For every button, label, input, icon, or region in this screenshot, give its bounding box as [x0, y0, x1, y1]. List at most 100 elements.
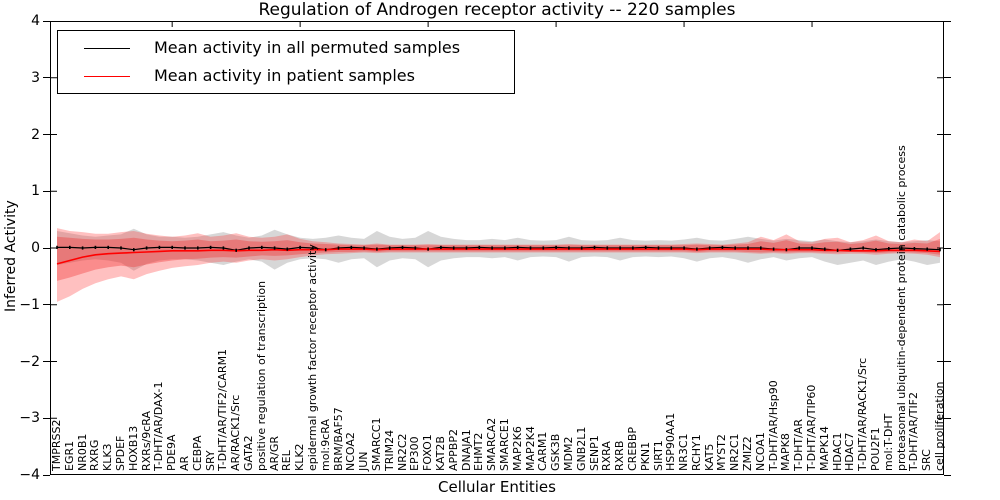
permuted-marker: [56, 245, 58, 249]
x-category-label: CARM1: [536, 431, 550, 471]
permuted-marker: [452, 246, 455, 250]
permuted-marker: [772, 247, 775, 251]
x-category-label: RCHY1: [689, 434, 703, 471]
x-category-label: HSP90AA1: [664, 412, 678, 471]
x-category-label: NCOA1: [753, 432, 767, 471]
permuted-marker: [401, 245, 404, 249]
permuted-marker: [158, 245, 161, 249]
permuted-marker: [222, 246, 225, 250]
permuted-marker: [491, 246, 493, 250]
permuted-marker: [337, 246, 340, 250]
permuted-marker: [516, 245, 519, 249]
permuted-marker: [900, 246, 903, 250]
x-category-label: APPBP2: [446, 429, 460, 471]
x-category-label: SMARCE1: [497, 418, 511, 471]
permuted-marker: [363, 246, 365, 250]
x-category-label: T-DHT/AR/TIP60: [805, 384, 818, 471]
legend-item-label: Mean activity in all permuted samples: [154, 38, 461, 57]
permuted-marker: [913, 247, 916, 251]
permuted-marker: [606, 246, 609, 250]
y-tick-label: 0: [31, 240, 40, 256]
tick-mark: [43, 474, 50, 476]
x-category-label: ZMIZ2: [741, 436, 754, 471]
y-tick-label: −2: [19, 353, 40, 370]
x-category-label: NR0B1: [75, 433, 89, 471]
permuted-marker: [849, 247, 852, 251]
permuted-marker: [299, 245, 301, 249]
permuted-marker: [708, 246, 711, 250]
x-category-label: SMARCC1: [369, 417, 383, 471]
permuted-marker: [440, 245, 442, 249]
permuted-marker: [120, 246, 122, 250]
permuted-marker: [94, 245, 97, 249]
permuted-marker: [286, 247, 289, 251]
x-category-label: RXRB: [613, 440, 627, 471]
legend-item: Mean activity in all permuted samples: [58, 38, 514, 58]
permuted-marker: [888, 247, 890, 251]
x-category-label: MYST2: [715, 434, 729, 471]
x-category-label: RXRs/9cRA: [139, 410, 153, 471]
x-category-label: TRIM24: [382, 429, 396, 471]
band-patient-range-outer: [57, 228, 940, 302]
plot-area: [50, 21, 944, 475]
x-category-label: BRM/BAF57: [331, 407, 345, 471]
x-category-label: EP300: [408, 436, 422, 471]
permuted-marker: [542, 246, 545, 250]
x-category-label: GSK3B: [549, 433, 563, 471]
legend-item-label: Mean activity in patient samples: [154, 66, 415, 85]
permuted-marker: [235, 248, 237, 252]
permuted-marker: [824, 247, 826, 251]
permuted-marker: [580, 246, 583, 250]
tick-mark: [43, 304, 50, 306]
x-category-label: SPDEF: [114, 435, 127, 471]
permuted-marker: [248, 246, 250, 250]
permuted-marker: [273, 246, 276, 250]
permuted-marker: [798, 246, 800, 250]
x-category-label: FOXO1: [421, 434, 435, 471]
permuted-marker: [683, 246, 685, 250]
x-category-label: DNAJA1: [459, 429, 473, 471]
tick-mark: [944, 190, 951, 192]
permuted-marker: [568, 246, 570, 250]
permuted-marker: [171, 245, 173, 249]
x-category-label: NR2C1: [728, 433, 742, 471]
permuted-marker: [939, 248, 941, 252]
x-category-label: HDAC7: [843, 432, 857, 471]
permuted-marker: [555, 245, 557, 249]
x-category-label: POU2F1: [869, 427, 882, 471]
tick-mark: [944, 20, 951, 22]
y-tick-label: 1: [31, 183, 40, 200]
x-category-label: NR3C1: [677, 433, 691, 471]
tick-mark: [43, 417, 50, 419]
chart-title: Regulation of Androgen receptor activity…: [258, 0, 736, 20]
tick-mark: [944, 77, 951, 79]
x-category-label: REL: [280, 450, 294, 471]
legend-item: Mean activity in patient samples: [58, 66, 514, 86]
x-category-label: SMARCA2: [485, 417, 499, 471]
x-category-label: KLK2: [293, 443, 307, 471]
x-category-label: T-DHT/AR/Hsp90: [766, 380, 780, 471]
y-tick-label: 4: [31, 13, 40, 29]
x-category-label: MAP2K4: [523, 426, 537, 471]
tick-mark: [43, 361, 50, 362]
x-category-label: T-DHT/AR/RACK1/Src: [856, 357, 870, 471]
x-category-label: KAT5: [702, 443, 716, 471]
x-category-label: T-DHT/AR/TIF2/CARM1: [216, 348, 230, 471]
x-category-label: SRY: [203, 450, 217, 471]
mean-line-permuted: [57, 246, 941, 251]
plot-frame: [50, 21, 944, 475]
x-category-label: NR2C2: [395, 433, 409, 471]
x-category-label: epidermal growth factor receptor activit…: [305, 244, 319, 471]
tick-mark: [944, 417, 951, 419]
x-category-label: MAPK8: [779, 433, 793, 471]
tick-mark: [43, 134, 50, 135]
x-category-label: HOXB13: [126, 425, 140, 471]
permuted-marker: [747, 246, 749, 250]
x-axis-label: Cellular Entities: [438, 478, 556, 496]
y-tick-label: 2: [31, 126, 40, 143]
permuted-marker: [504, 246, 506, 250]
tick-mark: [43, 247, 50, 249]
x-category-label: GNB2L1: [574, 426, 588, 471]
permuted-marker: [69, 245, 71, 249]
